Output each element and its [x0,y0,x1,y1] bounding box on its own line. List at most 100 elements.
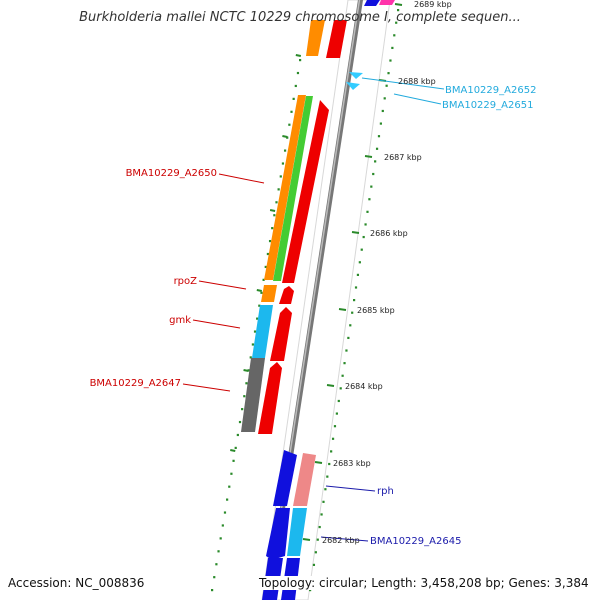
gc-dot-right [381,109,384,113]
feature-rph[interactable] [293,453,316,506]
gene-label-a2652[interactable]: BMA10229_A2652 [445,85,536,96]
gc-dash [230,449,236,452]
gc-dot-left [249,356,252,359]
gc-dot-right [368,198,371,201]
gc-dot-right [358,261,361,264]
gc-dot-left [236,433,239,437]
feature-magenta-top[interactable] [379,0,395,5]
gc-dot-right [397,9,400,12]
gene-label-a2645[interactable]: BMA10229_A2645 [370,536,461,547]
gc-dot-right [395,21,398,24]
feature-rpoz-red[interactable] [279,286,294,304]
accession-label: Accession: NC_008836 [8,576,145,590]
gc-dot-right [335,412,338,415]
gc-dot-left [288,123,291,126]
feature-a2650-orange[interactable] [264,95,306,280]
feature-gmk-cyan[interactable] [252,305,273,358]
gc-dot-right [330,450,333,453]
gc-dot-left [260,291,263,294]
gc-dot-left [264,265,267,269]
feature-orange-top[interactable] [306,20,325,56]
gc-dot-left [211,589,214,592]
gc-dot-right [339,387,342,390]
backbone-line [266,0,363,600]
gc-dot-right [360,248,363,251]
gc-dot-left [262,278,265,281]
gc-dot-right [374,160,377,163]
gene-label-rph[interactable]: rph [377,486,394,497]
gc-dot-left [234,446,237,450]
gc-dot-right [370,185,373,188]
feature-blue-mid[interactable] [266,508,290,560]
gc-dot-left [226,498,229,501]
feature-red-top[interactable] [326,20,347,58]
tick-label-2689: 2689 kbp [414,0,452,9]
gc-dash [282,135,288,138]
gc-dot-left [219,537,222,540]
gc-dot-left [253,330,257,333]
gene-label-a2647[interactable]: BMA10229_A2647 [90,378,181,389]
tick-label-2688: 2688 kbp [398,77,436,86]
tick-label-2683: 2683 kbp [333,459,371,468]
gc-dot-right [354,286,358,289]
gc-dot-right [331,437,335,440]
gc-dot-left [283,149,287,152]
genome-summary: Topology: circular; Length: 3,458,208 bp… [259,576,589,590]
gc-dot-right [328,462,331,466]
gc-dot-left [223,511,227,514]
map-title: Burkholderia mallei NCTC 10229 chromosom… [79,10,521,25]
gene-label-rpoz[interactable]: rpoZ [174,276,198,287]
gc-dot-left [238,420,242,424]
gene-label-a2650[interactable]: BMA10229_A2650 [126,168,217,179]
gc-dot-left [241,408,244,411]
tick-label-2687: 2687 kbp [384,153,422,162]
feature-blue-top[interactable] [364,0,380,6]
feature-gmk-red[interactable] [270,307,292,361]
feature-rpoz-orange[interactable] [261,285,277,302]
feature-a2652-arrow[interactable] [349,72,363,79]
gc-dot-right [343,362,346,365]
tick-label-2682: 2682 kbp [322,536,360,545]
gc-dot-right [320,513,323,516]
gc-dot-left [228,485,231,488]
position-tick [394,3,403,6]
gc-dot-right [347,336,350,340]
feature-track [241,0,395,600]
gc-dot-right [366,210,369,213]
gc-dot-left [256,317,259,320]
position-tick [314,461,323,464]
feature-a2645-cyan[interactable] [287,508,307,556]
gc-dot-right [387,72,390,75]
gc-dot-left [243,395,246,398]
gc-dot-left [215,563,218,566]
feature-a2650-green[interactable] [273,96,313,281]
gc-dot-left [230,472,233,475]
gc-dot-right [349,324,352,327]
gc-dot-right [391,46,394,50]
tick-label-2685: 2685 kbp [357,306,395,315]
feature-a2647-red[interactable] [258,362,282,434]
gene-labels: BMA10229_A2652 BMA10229_A2651 BMA10229_A… [90,85,537,547]
gc-dot-right [379,122,382,125]
tick-label-2684: 2684 kbp [345,382,383,391]
gc-dot-right [364,223,367,226]
feature-a2647-gray[interactable] [241,358,265,432]
tick-labels: 2689 kbp 2688 kbp 2687 kbp 2686 kbp 2685… [322,0,452,545]
tick-label-2686: 2686 kbp [370,229,408,238]
gc-dot-left [251,343,254,346]
gene-label-gmk[interactable]: gmk [169,315,191,326]
gc-dot-right [324,488,327,491]
gc-dot-left [273,214,276,217]
gene-label-a2651[interactable]: BMA10229_A2651 [442,100,533,111]
gc-dash [295,54,302,57]
gc-dot-left [213,576,216,579]
gc-dot-left [294,84,297,88]
gc-dot-right [393,34,396,37]
gc-dot-right [383,97,386,100]
feature-a2650-red[interactable] [282,100,329,283]
gc-dot-left [279,175,282,178]
feature-a2651-arrow[interactable] [346,82,360,90]
feature-blue-upper[interactable] [273,450,297,506]
gc-dot-left [277,188,280,191]
